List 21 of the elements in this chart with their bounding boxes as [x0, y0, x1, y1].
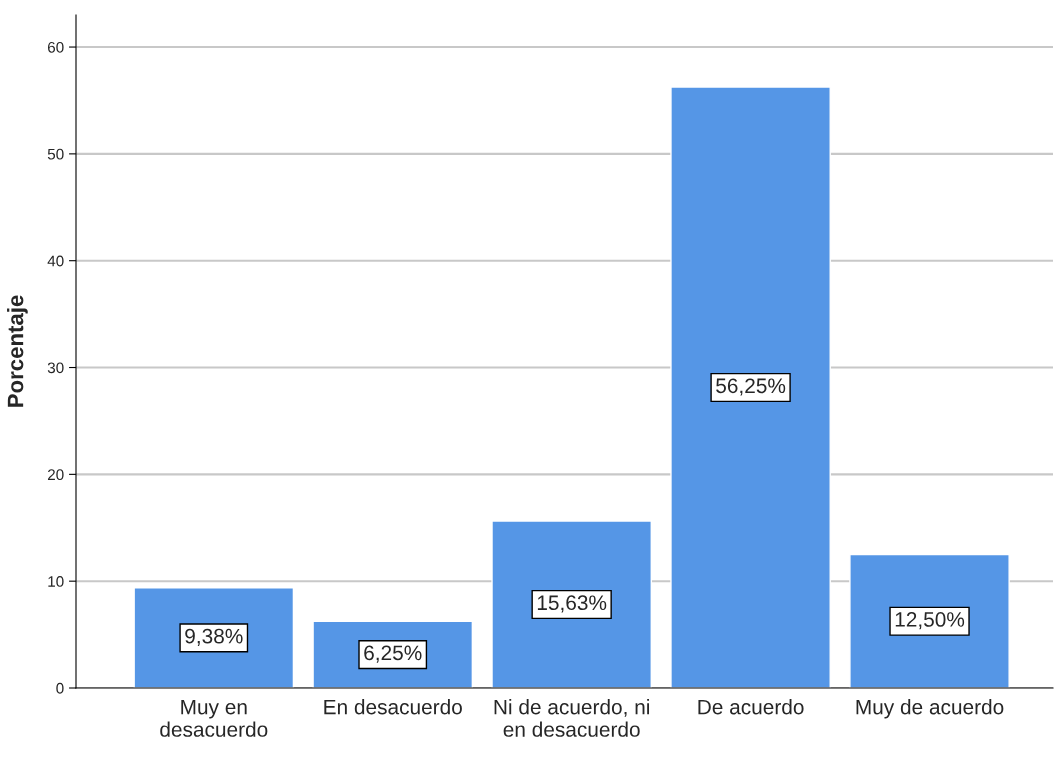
data-label: 12,50% [895, 612, 965, 630]
data-label: 15,63% [537, 595, 607, 613]
y-tick-label: 0 [56, 682, 64, 694]
y-axis-title: Porcentaje [7, 295, 28, 407]
y-tick-label: 20 [47, 469, 64, 481]
bar [670, 86, 831, 688]
y-tick-label: 50 [47, 148, 64, 160]
bar [491, 520, 652, 688]
x-tick-label: Muy en desacuerdo [160, 699, 268, 737]
y-tick-label: 60 [47, 41, 64, 53]
y-tick-label: 10 [48, 576, 64, 587]
y-tick-label: 30 [47, 362, 64, 374]
data-label: 6,25% [364, 645, 422, 663]
x-tick-label: Ni de acuerdo, ni en desacuerdo [494, 699, 650, 737]
bar [849, 553, 1010, 688]
data-label: 9,38% [185, 628, 243, 646]
x-tick-label: En desacuerdo [324, 699, 462, 715]
y-tick-label: 40 [47, 255, 64, 267]
x-tick-label: Muy de acuerdo [856, 699, 1004, 719]
data-label: 56,25% [716, 378, 786, 396]
x-tick-label: De acuerdo [698, 699, 804, 715]
